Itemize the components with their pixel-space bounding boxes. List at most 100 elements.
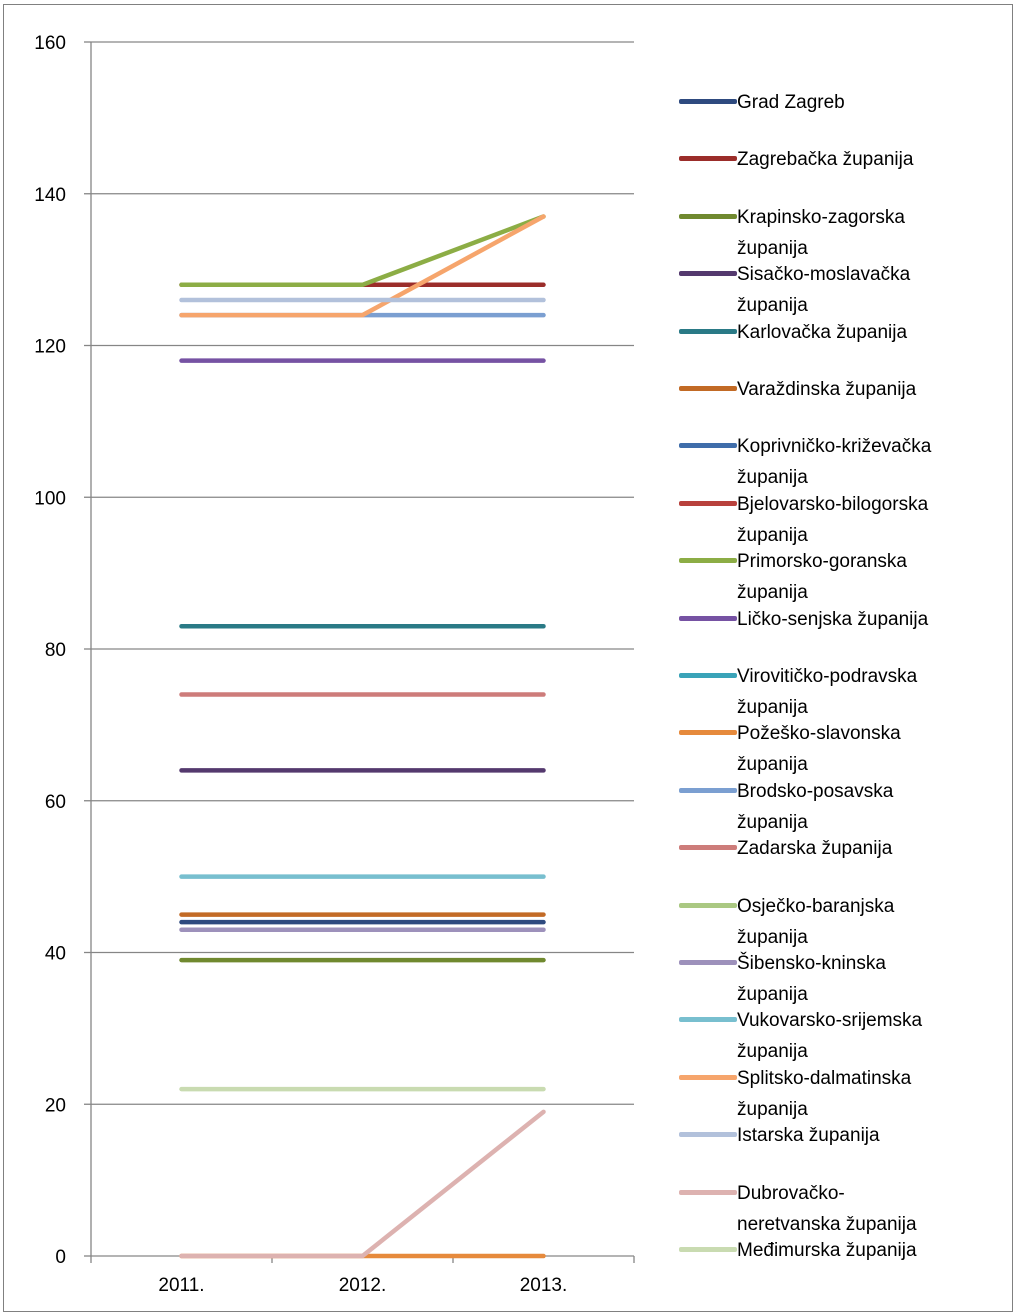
legend-swatch: [679, 443, 737, 449]
legend-label: Dubrovačko-neretvanska županija: [737, 1178, 999, 1240]
legend-label: Šibensko-kninska županija: [737, 948, 999, 1010]
legend-label: Ličko-senjska županija: [737, 604, 999, 635]
legend-item: Karlovačka županija: [679, 317, 1009, 343]
legend-label-line: Zagrebačka županija: [737, 149, 914, 171]
legend-label-line: županija: [737, 295, 808, 317]
legend-item: Koprivničko-križevačka županija: [679, 431, 1009, 488]
y-tick-label: 120: [34, 337, 66, 358]
legend-swatch: [679, 213, 737, 219]
legend-swatch: [679, 386, 737, 391]
x-axis-ticks: 2011. 2012. 2013.: [158, 1275, 567, 1296]
legend-item: Vukovarsko-srijemska županija: [679, 1005, 1009, 1062]
legend-item: Šibensko-kninska županija: [679, 948, 1009, 1005]
legend-item: Bjelovarsko-bilogorska županija: [679, 489, 1009, 546]
legend-label: Brodsko-posavska županija: [737, 776, 999, 838]
legend-item: Zadarska županija: [679, 833, 1009, 859]
legend-label: Splitsko-dalmatinska županija: [737, 1063, 999, 1125]
legend-label: Sisačko-moslavačka županija: [737, 259, 999, 321]
legend-swatch: [679, 615, 737, 621]
legend-label: Koprivničko-križevačka županija: [737, 431, 999, 493]
legend-item: Ličko-senjska županija: [679, 604, 1009, 630]
line-chart: 0 20 40 60 80 100 120 140 160 2011. 2012. 2013.: [34, 33, 635, 1296]
legend-label-line: županija: [737, 582, 808, 604]
legend-label-line: Vukovarsko-srijemska: [737, 1010, 923, 1032]
legend-label: Vukovarsko-srijemska županija: [737, 1005, 999, 1067]
chart-frame: [3, 4, 1013, 1312]
legend-label-line: neretvanska županija: [737, 1213, 917, 1235]
x-tick-label: 2013.: [520, 1275, 568, 1296]
legend-item: Primorsko-goranska županija: [679, 546, 1009, 603]
legend-label: Zagrebačka županija: [737, 144, 999, 175]
y-tick-label: 60: [45, 792, 66, 813]
legend-swatch: [679, 500, 737, 506]
legend-label-line: Virovitičko-podravska: [737, 666, 918, 687]
legend-item: Virovitičko-podravska županija: [679, 661, 1009, 718]
y-tick-label: 20: [45, 1095, 66, 1116]
legend-swatch: [679, 730, 737, 736]
legend-swatch: [679, 845, 737, 851]
legend-label-line: Bjelovarsko-bilogorska: [737, 493, 929, 515]
legend-item: Splitsko-dalmatinska županija: [679, 1063, 1009, 1120]
legend-label: Primorsko-goranska županija: [737, 546, 999, 608]
legend-label: Međimurska županija: [737, 1235, 999, 1266]
y-tick-label: 160: [34, 33, 66, 54]
legend-swatch: [679, 328, 737, 334]
legend-swatch: [679, 960, 737, 965]
legend-label: Požeško-slavonska županija: [737, 718, 999, 780]
legend-swatch: [679, 1247, 737, 1252]
legend-label-line: županija: [737, 754, 808, 776]
legend-swatch: [679, 1132, 737, 1138]
legend-label-line: županija: [737, 1041, 808, 1063]
legend-label-line: Međimurska županija: [737, 1240, 917, 1261]
legend-label: Istarska županija: [737, 1120, 999, 1151]
legend-label: Zadarska županija: [737, 833, 999, 864]
y-tick-label: 0: [55, 1247, 66, 1268]
x-tick-label: 2012.: [339, 1275, 387, 1296]
legend-item: Sisačko-moslavačka županija: [679, 259, 1009, 316]
legend-label-line: Požeško-slavonska: [737, 723, 901, 745]
legend-label: Osječko-baranjska županija: [737, 891, 999, 953]
legend-swatch: [679, 156, 737, 162]
legend-swatch: [679, 902, 737, 908]
legend-label-line: županija: [737, 984, 808, 1005]
y-tick-label: 140: [34, 185, 66, 206]
legend-label: Virovitičko-podravska županija: [737, 661, 999, 723]
legend-item: Zagrebačka županija: [679, 144, 1009, 170]
legend-label-line: Brodsko-posavska: [737, 780, 894, 802]
legend-label-line: županija: [737, 697, 808, 718]
legend-label-line: Varaždinska županija: [737, 379, 917, 400]
legend-label-line: županija: [737, 467, 808, 489]
axes: [84, 41, 635, 1263]
legend-item: Istarska županija: [679, 1120, 1009, 1146]
legend-label: Krapinsko-zagorska županija: [737, 202, 999, 264]
legend-label-line: Zadarska županija: [737, 838, 893, 860]
series-line: [179, 214, 546, 318]
legend-item: Međimurska županija: [679, 1235, 1009, 1261]
legend-label: Bjelovarsko-bilogorska županija: [737, 489, 999, 551]
legend-swatch: [679, 271, 737, 277]
legend-label-line: Istarska županija: [737, 1125, 880, 1147]
legend-label-line: Krapinsko-zagorska: [737, 206, 905, 228]
y-axis-ticks: 0 20 40 60 80 100 120 140 160: [34, 33, 66, 1268]
legend-label-line: Ličko-senjska županija: [737, 608, 929, 630]
legend-item: Požeško-slavonska županija: [679, 718, 1009, 775]
legend-swatch: [679, 1017, 737, 1023]
legend-item: Grad Zagreb: [679, 87, 1009, 113]
legend-label-line: Osječko-baranjska: [737, 895, 895, 917]
legend-label-line: Splitsko-dalmatinska: [737, 1067, 912, 1089]
legend-item: Dubrovačko-neretvanska županija: [679, 1178, 1009, 1235]
legend-swatch: [679, 1189, 737, 1195]
legend-swatch: [679, 1074, 737, 1080]
legend-swatch: [679, 673, 737, 678]
legend-item: Varaždinska županija: [679, 374, 1009, 400]
legend-label-line: Grad Zagreb: [737, 92, 845, 113]
y-tick-label: 80: [45, 640, 66, 661]
legend-label-line: Sisačko-moslavačka: [737, 264, 911, 286]
legend-label-line: županija: [737, 237, 808, 259]
x-tick-label: 2011.: [158, 1275, 204, 1296]
legend-swatch: [679, 787, 737, 793]
legend-label-line: Primorsko-goranska: [737, 551, 907, 573]
legend-swatch: [679, 99, 737, 104]
legend-label-line: županija: [737, 811, 808, 833]
legend-label: Grad Zagreb: [737, 87, 999, 118]
